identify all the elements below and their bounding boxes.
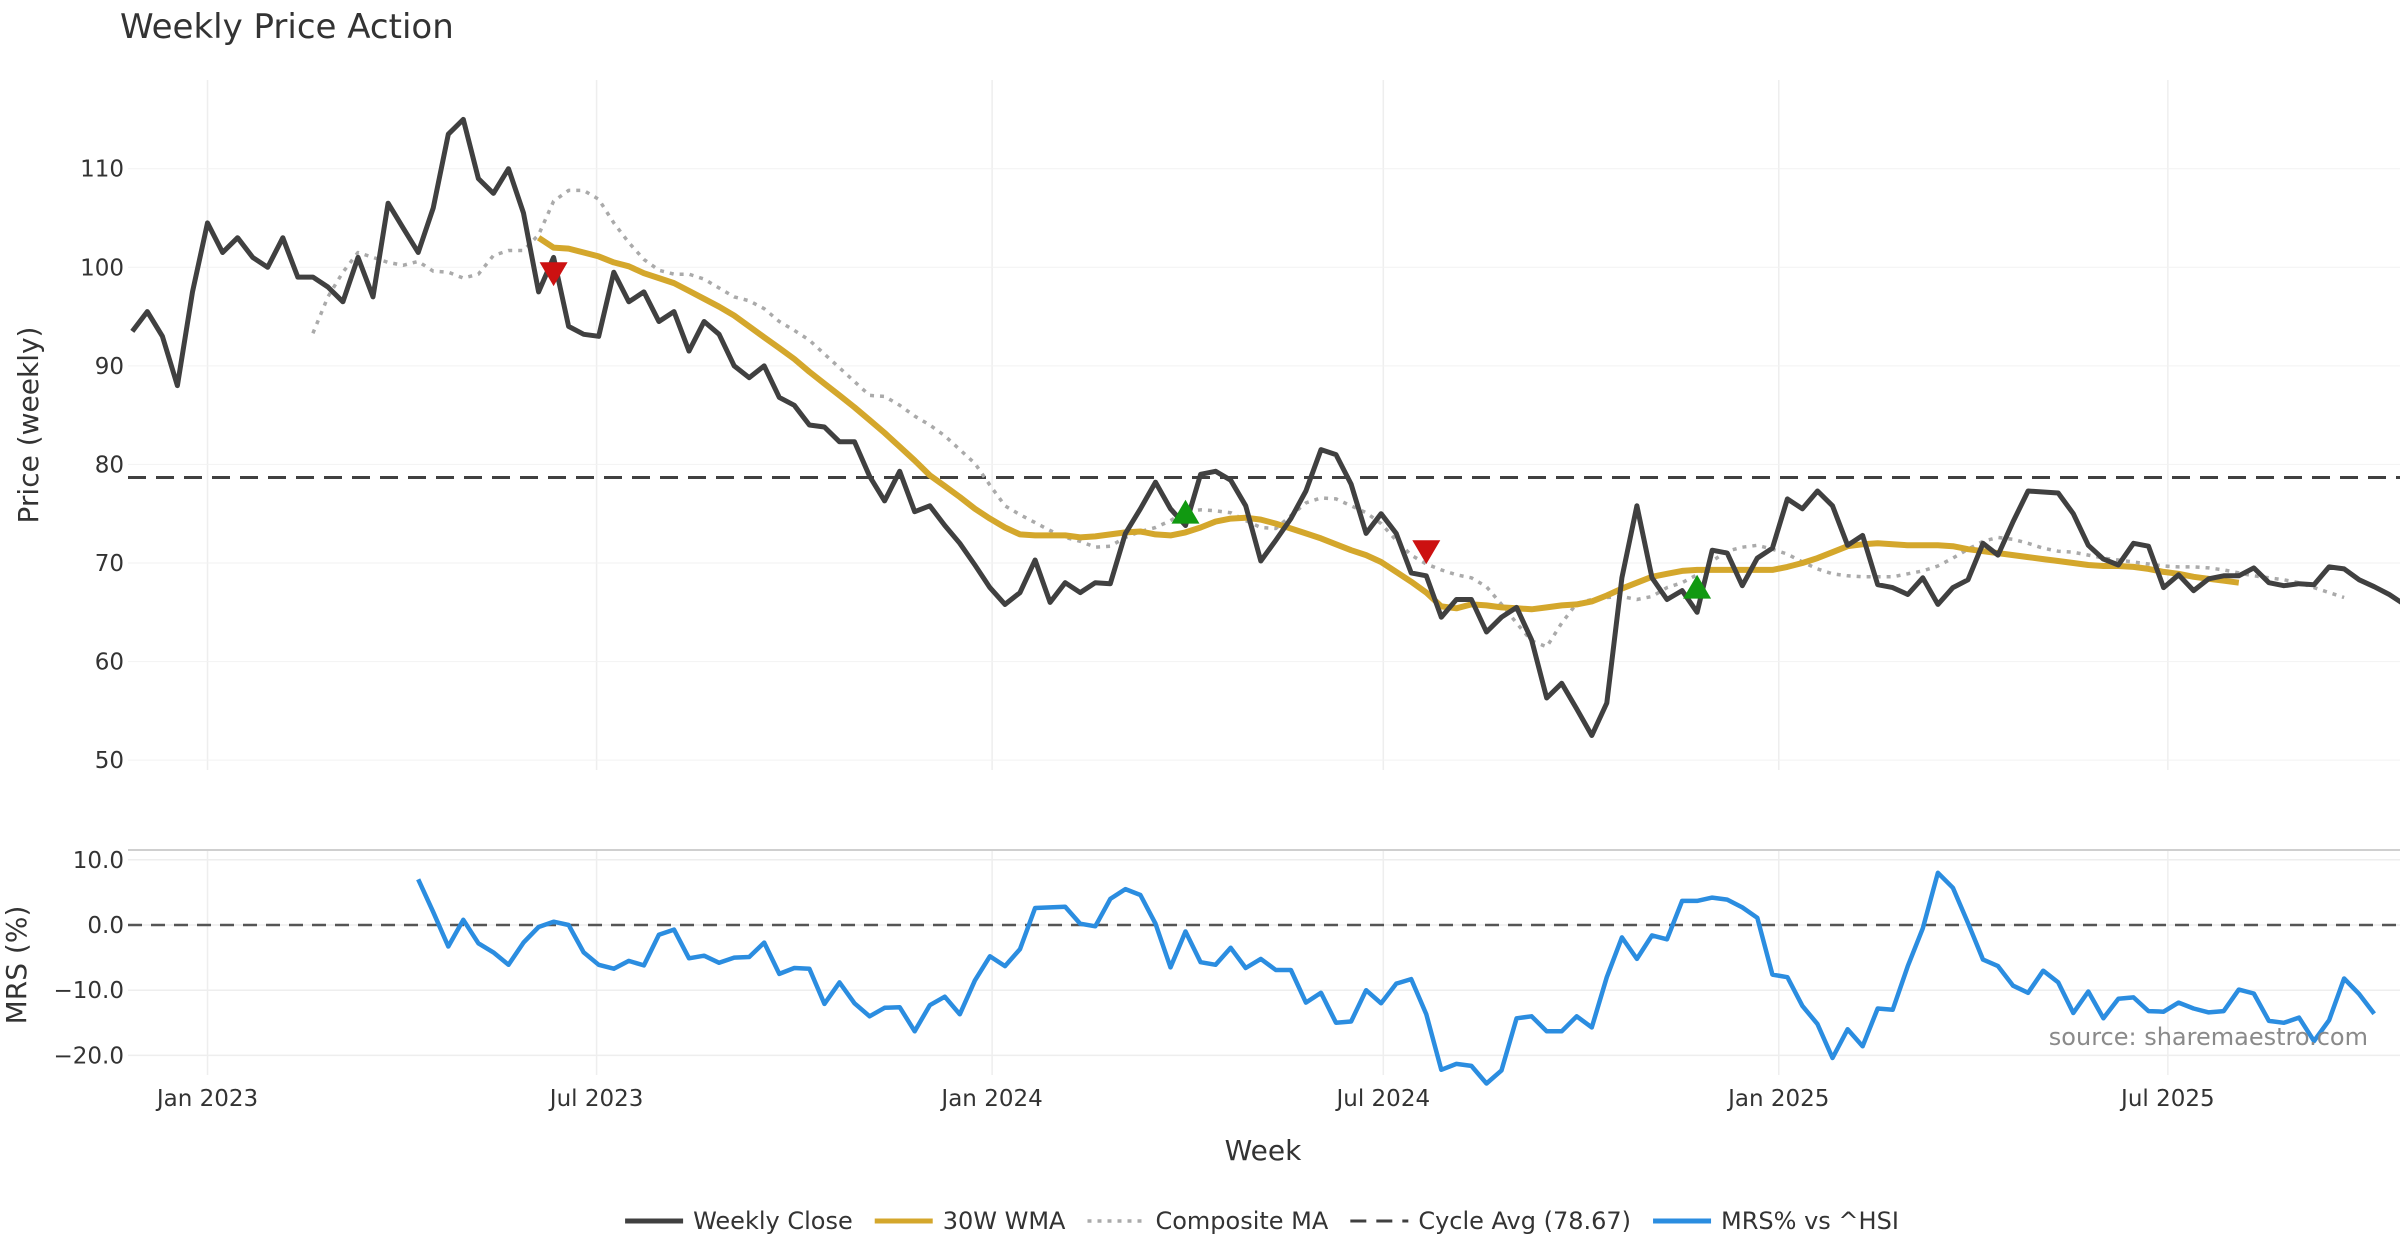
legend-label: 30W WMA	[943, 1207, 1066, 1235]
price-y-tick-label: 110	[80, 157, 124, 183]
mrs-y-tick-label: −10.0	[54, 978, 124, 1004]
mrs-y-ticks: 10.0 0.0 −10.0 −20.0	[54, 848, 124, 1070]
price-y-tick-label: 60	[95, 650, 124, 676]
price-y-tick-label: 100	[80, 255, 124, 281]
price-y-tick-label: 80	[95, 452, 124, 478]
mrs-y-tick-label: 0.0	[87, 913, 124, 939]
weekly-close-line	[130, 116, 2400, 738]
price-y-tick-label: 50	[95, 748, 124, 774]
mrs-y-axis-label: MRS (%)	[0, 906, 33, 1025]
signal-markers	[539, 262, 1712, 599]
legend-label: Composite MA	[1155, 1207, 1328, 1235]
x-tick-label: Jul 2023	[548, 1086, 644, 1112]
legend-label: Weekly Close	[693, 1207, 853, 1235]
mrs-line	[416, 870, 2376, 1086]
chart-title: Weekly Price Action	[120, 7, 454, 47]
price-grid	[128, 80, 2400, 770]
mrs-y-tick-label: −20.0	[54, 1043, 124, 1069]
x-tick-label: Jul 2025	[2119, 1086, 2215, 1112]
sell-signal-marker	[1412, 540, 1441, 565]
wma-30w-line	[536, 235, 2240, 613]
x-tick-label: Jan 2025	[1726, 1086, 1829, 1112]
x-ticks: Jan 2023 Jul 2023 Jan 2024 Jul 2024 Jan 2025…	[155, 1086, 2215, 1112]
x-tick-label: Jul 2024	[1334, 1086, 1430, 1112]
legend-label: MRS% vs ^HSI	[1721, 1207, 1899, 1235]
x-tick-label: Jan 2023	[155, 1086, 258, 1112]
legend-label: Cycle Avg (78.67)	[1418, 1207, 1631, 1235]
buy-signal-marker	[1683, 574, 1712, 599]
price-y-ticks: 50 60 70 80 90 100 110	[80, 157, 124, 774]
x-axis-label: Week	[1225, 1134, 1302, 1167]
price-y-axis-label: Price (weekly)	[12, 327, 45, 524]
price-y-tick-label: 70	[95, 551, 124, 577]
price-y-tick-label: 90	[95, 354, 124, 380]
x-tick-label: Jan 2024	[939, 1086, 1042, 1112]
composite-ma-line	[311, 188, 2345, 649]
buy-signal-marker	[1171, 499, 1200, 524]
legend: Weekly Close 30W WMA Composite MA Cycle Avg…	[625, 1207, 1899, 1235]
source-annotation: source: sharemaestro.com	[2049, 1023, 2368, 1051]
sell-signal-marker	[539, 262, 568, 287]
mrs-y-tick-label: 10.0	[73, 848, 124, 874]
